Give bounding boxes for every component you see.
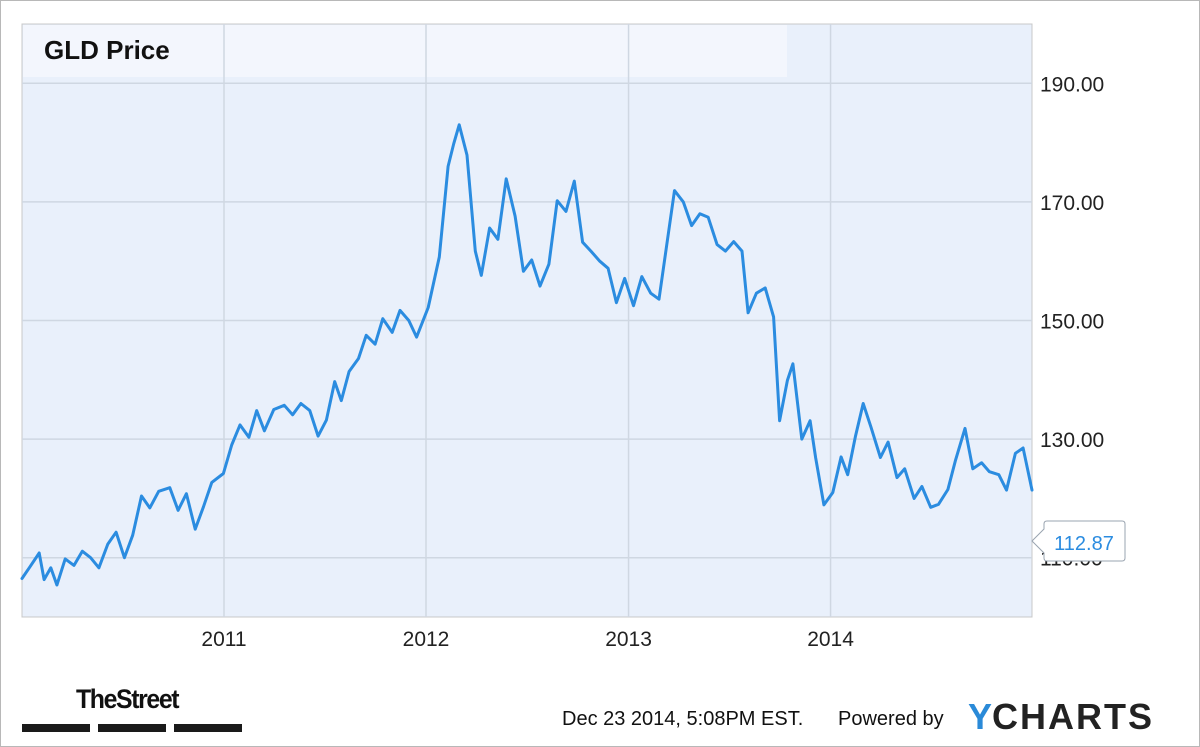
last-value-box	[1031, 520, 1126, 562]
last-value-label: 112.87	[1054, 533, 1114, 555]
logo-bar	[174, 724, 242, 732]
x-tick-label: 2012	[403, 628, 450, 651]
timestamp: Dec 23 2014, 5:08PM EST.	[562, 708, 804, 730]
ycharts-logo[interactable]: YCHARTS	[968, 696, 1155, 737]
last-value-callout: 112.87	[1031, 520, 1126, 562]
y-tick-label: 130.00	[1040, 429, 1104, 452]
y-tick-label: 150.00	[1040, 311, 1104, 334]
grid-lines	[22, 24, 1032, 617]
logo-bar	[98, 724, 166, 732]
y-tick-label: 190.00	[1040, 73, 1104, 96]
ycharts-logo-text: CHARTS	[992, 696, 1155, 737]
powered-by-text: Powered by	[838, 708, 944, 730]
chart-title: GLD Price	[44, 35, 170, 65]
y-tick-label: 170.00	[1040, 192, 1104, 215]
x-axis-labels: 2011 2012 2013 2014	[201, 628, 854, 651]
ycharts-logo-y: Y	[968, 696, 993, 737]
x-tick-label: 2013	[605, 628, 652, 651]
price-line	[20, 123, 1034, 587]
logo-bar	[22, 724, 90, 732]
thestreet-logo-text: TheStreet	[76, 684, 180, 714]
x-tick-label: 2014	[807, 628, 854, 651]
title-banner	[23, 25, 787, 77]
series-line	[20, 123, 1034, 587]
chart-footer: TheStreet Dec 23 2014, 5:08PM EST. Power…	[0, 660, 1200, 747]
thestreet-logo: TheStreet	[22, 684, 242, 744]
x-tick-label: 2011	[201, 628, 246, 651]
